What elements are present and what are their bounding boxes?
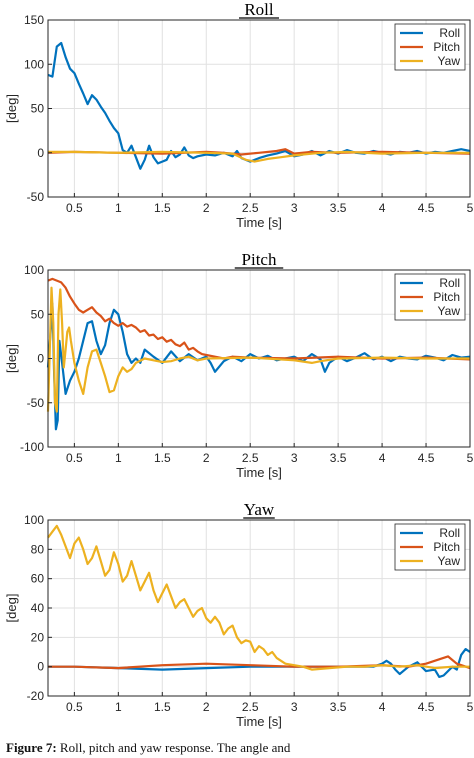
chart-title: Yaw (244, 500, 275, 519)
x-tick-label: 5 (467, 201, 474, 215)
y-tick-label: 0 (37, 352, 44, 366)
x-tick-label: 1 (115, 451, 122, 465)
x-tick-label: 3.5 (330, 451, 347, 465)
legend-label: Roll (439, 276, 460, 290)
chart-yaw: 0.5 1 1.5 2 2.5 3 3.5 4 4.5 5 100 80 60 40 20 0 -20 Time … (4, 500, 474, 729)
x-tick-label: 4 (379, 201, 386, 215)
y-tick-label: 20 (31, 630, 45, 644)
series-line-yaw (47, 524, 470, 671)
x-tick-label: 2 (203, 700, 210, 714)
y-tick-label: -20 (27, 689, 45, 703)
y-tick-label: 60 (31, 572, 45, 586)
legend-label: Pitch (433, 40, 460, 54)
x-tick-label: 3 (291, 451, 298, 465)
legend-label: Yaw (438, 304, 461, 318)
x-axis-label: Time [s] (236, 465, 282, 480)
y-tick-label: -50 (27, 396, 45, 410)
series-line-yaw (48, 150, 470, 163)
y-tick-label: 150 (24, 13, 44, 27)
x-tick-label: 2 (203, 451, 210, 465)
x-tick-label: 4 (379, 451, 386, 465)
x-tick-label: 4.5 (418, 700, 435, 714)
y-tick-label: 100 (24, 263, 44, 277)
legend-label: Roll (439, 526, 460, 540)
figure-caption-text: Roll, pitch and yaw response. The angle … (56, 740, 291, 755)
x-tick-label: 3.5 (330, 700, 347, 714)
y-tick-label: -100 (20, 440, 44, 454)
chart-title: Pitch (242, 250, 277, 269)
y-tick-label: 80 (31, 542, 45, 556)
x-tick-label: 0.5 (66, 700, 83, 714)
legend-label: Roll (439, 26, 460, 40)
x-tick-label: 5 (467, 451, 474, 465)
y-axis-label: [deg] (4, 344, 19, 373)
x-tick-label: 4 (379, 700, 386, 714)
y-tick-label: 0 (37, 660, 44, 674)
x-tick-label: 1.5 (154, 201, 171, 215)
legend-label: Yaw (438, 554, 461, 568)
x-tick-label: 2.5 (242, 451, 259, 465)
legend-label: Yaw (438, 54, 461, 68)
y-tick-label: 40 (31, 601, 45, 615)
x-axis-label: Time [s] (236, 215, 282, 230)
chart-roll: 0.5 1 1.5 2 2.5 3 3.5 4 4.5 5 150 100 50 0 -50 Time [s]… (4, 0, 474, 230)
x-tick-label: 0.5 (66, 451, 83, 465)
x-tick-label: 5 (467, 700, 474, 714)
x-tick-label: 2 (203, 201, 210, 215)
x-tick-label: 1.5 (154, 700, 171, 714)
x-axis-label: Time [s] (236, 714, 282, 729)
y-tick-label: -50 (27, 190, 45, 204)
legend-label: Pitch (433, 540, 460, 554)
x-tick-label: 1 (115, 201, 122, 215)
y-tick-label: 0 (37, 146, 44, 160)
y-axis-label: [deg] (4, 594, 19, 623)
x-tick-label: 1 (115, 700, 122, 714)
y-tick-label: 100 (24, 513, 44, 527)
chart-title: Roll (244, 0, 274, 19)
y-axis-label: [deg] (4, 94, 19, 123)
y-tick-label: 50 (31, 102, 45, 116)
figure-caption: Figure 7: Roll, pitch and yaw response. … (6, 740, 474, 758)
x-tick-label: 3 (291, 700, 298, 714)
x-tick-label: 4.5 (418, 451, 435, 465)
y-tick-label: 100 (24, 57, 44, 71)
y-tick-label: 50 (31, 307, 45, 321)
x-tick-label: 1.5 (154, 451, 171, 465)
x-tick-label: 0.5 (66, 201, 83, 215)
x-tick-label: 4.5 (418, 201, 435, 215)
legend-label: Pitch (433, 290, 460, 304)
x-tick-label: 3.5 (330, 201, 347, 215)
x-tick-label: 2.5 (242, 700, 259, 714)
x-tick-label: 2.5 (242, 201, 259, 215)
x-tick-label: 3 (291, 201, 298, 215)
series-line-yaw (46, 286, 470, 413)
chart-pitch: 0.5 1 1.5 2 2.5 3 3.5 4 4.5 5 100 50 0 -50 -100 Time [s… (4, 250, 474, 480)
figure-caption-label: Figure 7: (6, 740, 57, 755)
